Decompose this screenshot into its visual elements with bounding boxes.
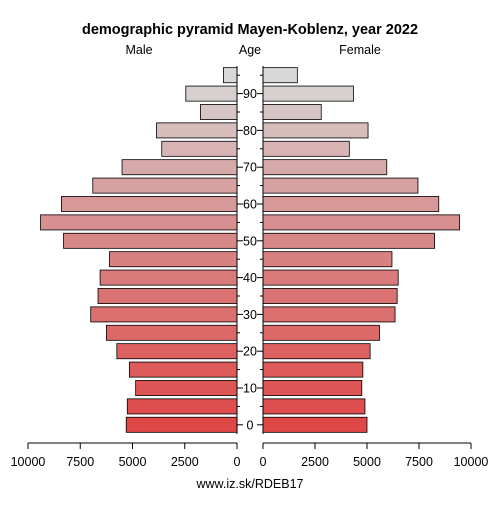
age-tick-label: 70 bbox=[243, 161, 257, 175]
female-bar bbox=[262, 324, 380, 341]
female-bar bbox=[262, 140, 350, 157]
male-bar bbox=[223, 67, 238, 84]
female-bar bbox=[262, 214, 460, 231]
female-bars bbox=[262, 67, 460, 433]
female-bar bbox=[262, 67, 298, 84]
male-bar bbox=[135, 380, 238, 396]
male-bar bbox=[126, 398, 238, 415]
male-bar bbox=[116, 343, 238, 360]
female-x-tick-label: 5000 bbox=[353, 455, 381, 469]
age-tick-label: 30 bbox=[243, 308, 257, 322]
age-tick-label: 40 bbox=[243, 271, 257, 285]
male-bar bbox=[92, 177, 238, 194]
male-bar bbox=[156, 122, 238, 139]
age-tick-label: 80 bbox=[243, 124, 257, 138]
age-label: Age bbox=[239, 43, 261, 57]
source-footer: www.iz.sk/RDEB17 bbox=[196, 477, 304, 491]
female-x-tick-label: 7500 bbox=[405, 455, 433, 469]
male-bar bbox=[105, 324, 238, 341]
male-bar bbox=[128, 361, 238, 378]
female-bar bbox=[262, 361, 364, 378]
male-bar bbox=[109, 251, 238, 268]
male-bar bbox=[121, 159, 238, 176]
male-bar bbox=[185, 85, 238, 102]
male-bar bbox=[125, 416, 238, 433]
female-x-tick-label: 10000 bbox=[454, 455, 489, 469]
chart-title: demographic pyramid Mayen-Koblenz, year … bbox=[82, 22, 418, 38]
female-bar bbox=[262, 159, 388, 176]
female-x-tick-label: 0 bbox=[260, 455, 267, 469]
male-bar bbox=[161, 140, 238, 157]
male-x-tick-label: 10000 bbox=[11, 455, 46, 469]
female-bar bbox=[262, 306, 396, 323]
female-bar bbox=[262, 343, 371, 360]
female-bar bbox=[262, 232, 436, 249]
age-tick-label: 60 bbox=[243, 198, 257, 212]
male-x-tick-label: 5000 bbox=[119, 455, 147, 469]
female-bar bbox=[262, 122, 369, 139]
age-tick-label: 50 bbox=[243, 234, 257, 248]
female-bar bbox=[262, 398, 366, 415]
male-bar bbox=[61, 196, 238, 212]
female-bar bbox=[262, 416, 368, 433]
age-tick-label: 0 bbox=[247, 418, 254, 432]
male-label: Male bbox=[125, 43, 152, 57]
female-bar bbox=[262, 104, 322, 120]
female-bar bbox=[262, 196, 440, 212]
male-x-tick-label: 0 bbox=[234, 455, 241, 469]
female-bar bbox=[262, 251, 393, 268]
male-bar bbox=[200, 104, 238, 120]
axes: 0 0 2500 2500 5000 5000 7500 7500 10000 10000 0 10 2… bbox=[11, 66, 489, 469]
male-bars bbox=[40, 67, 238, 433]
male-bar bbox=[97, 288, 238, 304]
female-bar bbox=[262, 177, 419, 194]
female-bar bbox=[262, 288, 398, 304]
female-bar bbox=[262, 85, 354, 102]
female-x-tick-label: 2500 bbox=[301, 455, 329, 469]
female-bar bbox=[262, 269, 399, 286]
age-tick-label: 10 bbox=[243, 382, 257, 396]
age-tick-label: 20 bbox=[243, 345, 257, 359]
male-bar bbox=[90, 306, 238, 323]
male-x-tick-label: 2500 bbox=[171, 455, 199, 469]
age-tick-label: 90 bbox=[243, 87, 257, 101]
male-bar bbox=[99, 269, 238, 286]
male-bar bbox=[40, 214, 238, 231]
male-bar bbox=[63, 232, 238, 249]
female-bar bbox=[262, 380, 363, 396]
female-label: Female bbox=[339, 43, 381, 57]
male-x-tick-label: 7500 bbox=[66, 455, 94, 469]
